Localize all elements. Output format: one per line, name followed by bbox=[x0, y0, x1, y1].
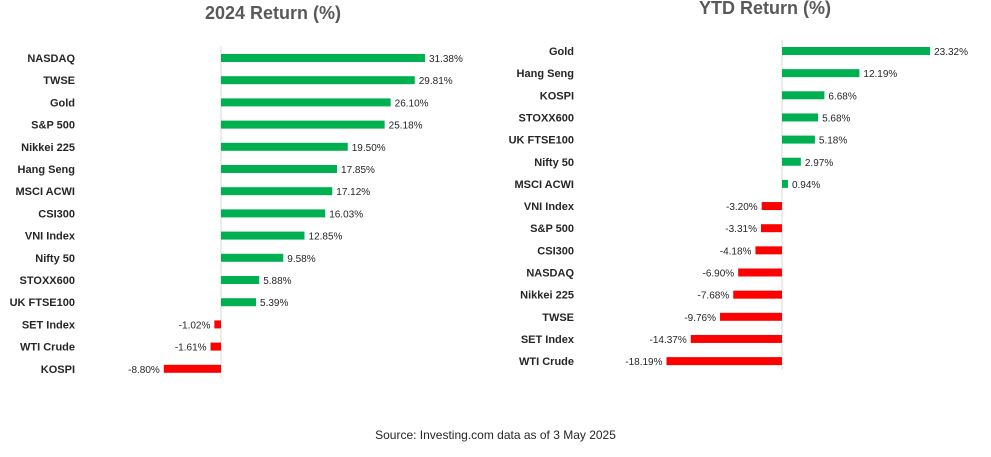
category-label: Gold bbox=[549, 46, 574, 58]
bar-vni-index bbox=[221, 231, 305, 240]
data-label: 23.32% bbox=[934, 47, 968, 58]
bar-kospi bbox=[782, 91, 825, 100]
bar-set-index bbox=[214, 320, 221, 329]
bar-s-p-500 bbox=[221, 120, 385, 129]
category-label: Hang Seng bbox=[18, 164, 75, 176]
data-label: 5.39% bbox=[260, 298, 288, 309]
data-label: 6.68% bbox=[828, 91, 856, 102]
category-label: WTI Crude bbox=[519, 356, 574, 368]
data-label: -14.37% bbox=[650, 335, 687, 346]
category-label: Nifty 50 bbox=[534, 157, 574, 169]
data-label: -7.68% bbox=[698, 291, 730, 302]
data-label: -1.02% bbox=[179, 320, 211, 331]
data-label: 29.81% bbox=[419, 76, 453, 87]
category-label: Nikkei 225 bbox=[21, 142, 75, 154]
data-label: 12.85% bbox=[309, 232, 343, 243]
category-label: VNI Index bbox=[524, 201, 575, 213]
category-label: Hang Seng bbox=[517, 68, 574, 80]
category-label: Nikkei 225 bbox=[520, 290, 574, 302]
data-label: 31.38% bbox=[429, 54, 463, 65]
bar-msci-acwi bbox=[221, 187, 333, 196]
bar-twse bbox=[720, 312, 782, 321]
category-label: MSCI ACWI bbox=[515, 179, 574, 191]
source-note: Source: Investing.com data as of 3 May 2… bbox=[375, 428, 616, 442]
category-label: STOXX600 bbox=[20, 275, 75, 287]
category-label: UK FTSE100 bbox=[509, 135, 574, 147]
category-label: SET Index bbox=[521, 334, 575, 346]
category-label: MSCI ACWI bbox=[16, 186, 75, 198]
category-label: VNI Index bbox=[25, 231, 76, 243]
data-label: -18.19% bbox=[625, 357, 662, 368]
data-label: 9.58% bbox=[287, 254, 315, 265]
category-label: TWSE bbox=[542, 312, 574, 324]
bar-gold bbox=[782, 47, 931, 55]
data-label: 17.85% bbox=[341, 165, 375, 176]
bar-wti-crude bbox=[666, 357, 782, 366]
bar-hang-seng bbox=[782, 69, 860, 78]
category-label: S&P 500 bbox=[31, 120, 75, 132]
category-label: CSI300 bbox=[537, 245, 574, 257]
bar-nasdaq bbox=[738, 268, 782, 277]
bar-vni-index bbox=[761, 202, 782, 211]
data-label: 17.12% bbox=[336, 187, 370, 198]
bar-nikkei-225 bbox=[221, 142, 348, 151]
data-label: 2.97% bbox=[805, 158, 833, 169]
data-label: -8.80% bbox=[128, 365, 160, 376]
category-label: S&P 500 bbox=[530, 223, 574, 235]
data-label: -1.61% bbox=[175, 343, 207, 354]
data-label: 5.68% bbox=[822, 113, 850, 124]
category-label: CSI300 bbox=[38, 208, 75, 220]
data-label: 5.18% bbox=[819, 136, 847, 147]
data-label: 25.18% bbox=[389, 121, 423, 132]
bar-uk-ftse100 bbox=[221, 298, 257, 307]
category-label: UK FTSE100 bbox=[10, 297, 75, 309]
bar-kospi bbox=[163, 364, 221, 373]
data-label: 16.03% bbox=[329, 209, 363, 220]
bar-csi300 bbox=[755, 246, 782, 255]
bar-hang-seng bbox=[221, 165, 338, 173]
bar-set-index bbox=[690, 334, 782, 343]
data-label: 12.19% bbox=[863, 69, 897, 80]
bar-nikkei-225 bbox=[733, 290, 782, 299]
category-label: NASDAQ bbox=[27, 53, 75, 65]
bar-stoxx600 bbox=[782, 113, 819, 122]
bar-nifty-50 bbox=[782, 157, 801, 166]
category-label: NASDAQ bbox=[526, 268, 574, 280]
data-label: -4.18% bbox=[720, 246, 752, 257]
bar-msci-acwi bbox=[782, 179, 788, 188]
data-label: -9.76% bbox=[684, 313, 716, 324]
data-label: -6.90% bbox=[702, 269, 734, 280]
data-label: 5.88% bbox=[263, 276, 291, 287]
category-label: KOSPI bbox=[540, 90, 574, 102]
category-label: KOSPI bbox=[41, 364, 75, 376]
chart-1: 2024 Return (%) NASDAQ 31.38% TWSE 29.81% Gol… bbox=[10, 3, 463, 378]
chart-title: YTD Return (%) bbox=[699, 0, 831, 18]
chart-2: YTD Return (%) Gold 23.32% Hang Seng 12.19% K… bbox=[509, 0, 968, 370]
category-label: WTI Crude bbox=[20, 342, 75, 354]
category-label: STOXX600 bbox=[519, 112, 574, 124]
bar-stoxx600 bbox=[221, 276, 260, 284]
bar-nifty-50 bbox=[221, 253, 284, 262]
bar-uk-ftse100 bbox=[782, 135, 815, 144]
bar-gold bbox=[221, 98, 391, 107]
bar-twse bbox=[221, 76, 415, 85]
bar-s-p-500 bbox=[760, 224, 782, 233]
category-label: Gold bbox=[50, 97, 75, 109]
category-label: Nifty 50 bbox=[35, 253, 75, 265]
bar-wti-crude bbox=[210, 342, 221, 351]
bar-csi300 bbox=[221, 209, 326, 218]
data-label: 19.50% bbox=[352, 143, 386, 154]
bar-nasdaq bbox=[221, 54, 425, 62]
data-label: -3.20% bbox=[726, 202, 758, 213]
data-label: 26.10% bbox=[395, 98, 429, 109]
data-label: -3.31% bbox=[725, 224, 757, 235]
data-label: 0.94% bbox=[792, 180, 820, 191]
category-label: TWSE bbox=[43, 75, 75, 87]
chart-title: 2024 Return (%) bbox=[205, 3, 341, 23]
category-label: SET Index bbox=[22, 319, 76, 331]
